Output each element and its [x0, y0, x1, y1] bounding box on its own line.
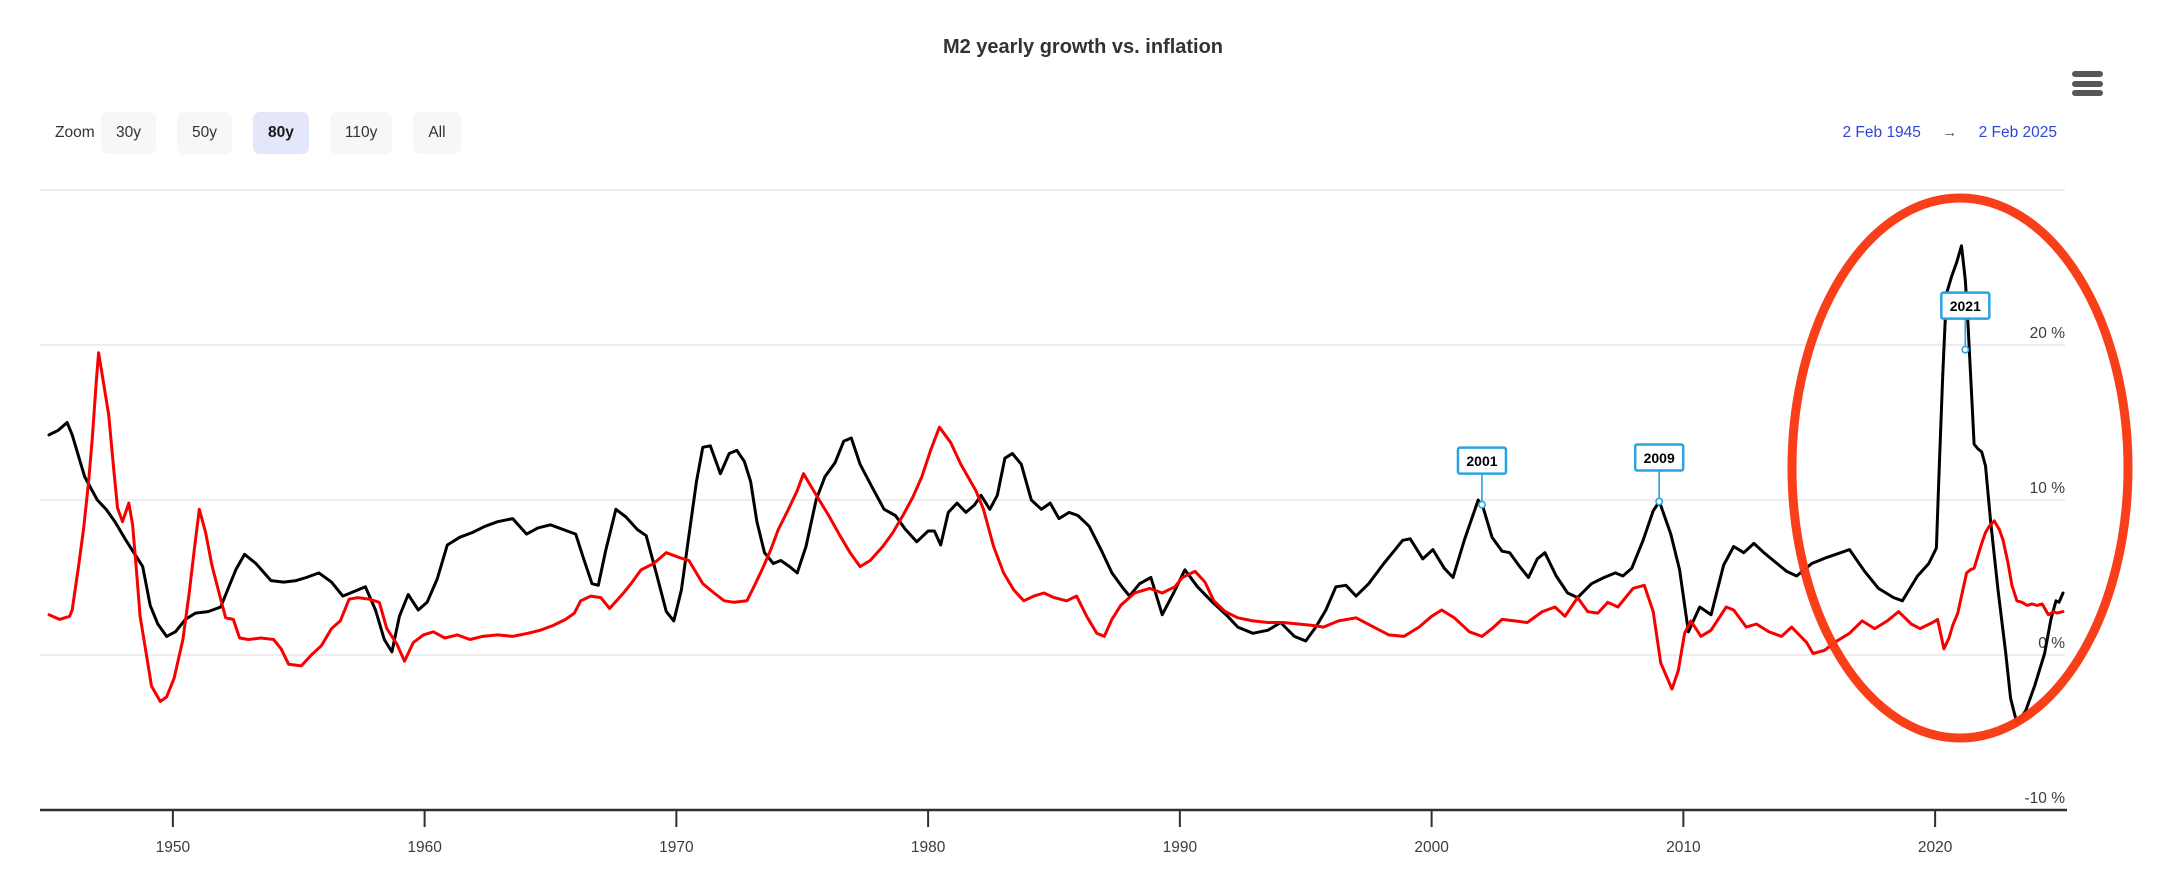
callout-anchor-2001	[1477, 500, 1486, 509]
zoom-button-110y[interactable]: 110y	[329, 112, 393, 154]
zoom-button-50y[interactable]: 50y	[177, 112, 232, 154]
y-axis-label-0: 0 %	[2038, 635, 2065, 652]
callout-label-2021: 2021	[1950, 298, 1981, 314]
range-arrow-icon: →	[1942, 124, 1958, 141]
x-axis-label-1990: 1990	[1163, 839, 1198, 856]
x-axis-label-1970: 1970	[659, 839, 694, 856]
range-to-input[interactable]: 2 Feb 2025	[1978, 124, 2057, 141]
chart-title: M2 yearly growth vs. inflation	[942, 36, 1224, 58]
series-m2-yearly-growth	[47, 244, 2065, 725]
callout-anchor-2021	[1961, 345, 1970, 354]
zoom-label: Zoom	[55, 124, 95, 141]
x-axis-label-2020: 2020	[1918, 839, 1953, 856]
callout-box-2001	[1456, 446, 1508, 475]
zoom-button-all[interactable]: All	[413, 112, 461, 154]
x-axis-label-1960: 1960	[407, 839, 442, 856]
x-axis-label-1980: 1980	[911, 839, 946, 856]
date-range: 2 Feb 1945 → 2 Feb 2025	[1843, 124, 2058, 142]
y-axis-label-10: 10 %	[2030, 480, 2066, 497]
x-axis-label-2000: 2000	[1414, 839, 1449, 856]
context-menu-button[interactable]	[2072, 71, 2104, 99]
callout-box-2021	[1940, 291, 1991, 320]
y-axis-label--10: -10 %	[2025, 790, 2066, 807]
y-axis-label-20: 20 %	[2030, 325, 2066, 342]
highlight-ellipse	[1787, 193, 2133, 743]
series-inflation	[47, 351, 2065, 703]
hamburger-icon	[2072, 71, 2104, 96]
callout-anchor-2009	[1655, 497, 1664, 506]
zoom-button-group: 30y 50y 80y 110y All	[101, 112, 461, 154]
callout-label-2001: 2001	[1466, 453, 1497, 469]
range-from-input[interactable]: 2 Feb 1945	[1842, 124, 1921, 141]
zoom-button-30y[interactable]: 30y	[101, 112, 156, 154]
zoom-button-80y[interactable]: 80y	[253, 112, 309, 154]
x-axis-label-2010: 2010	[1666, 839, 1701, 856]
x-axis-label-1950: 1950	[156, 839, 191, 856]
callout-box-2009	[1633, 443, 1685, 472]
callout-label-2009: 2009	[1644, 450, 1675, 466]
